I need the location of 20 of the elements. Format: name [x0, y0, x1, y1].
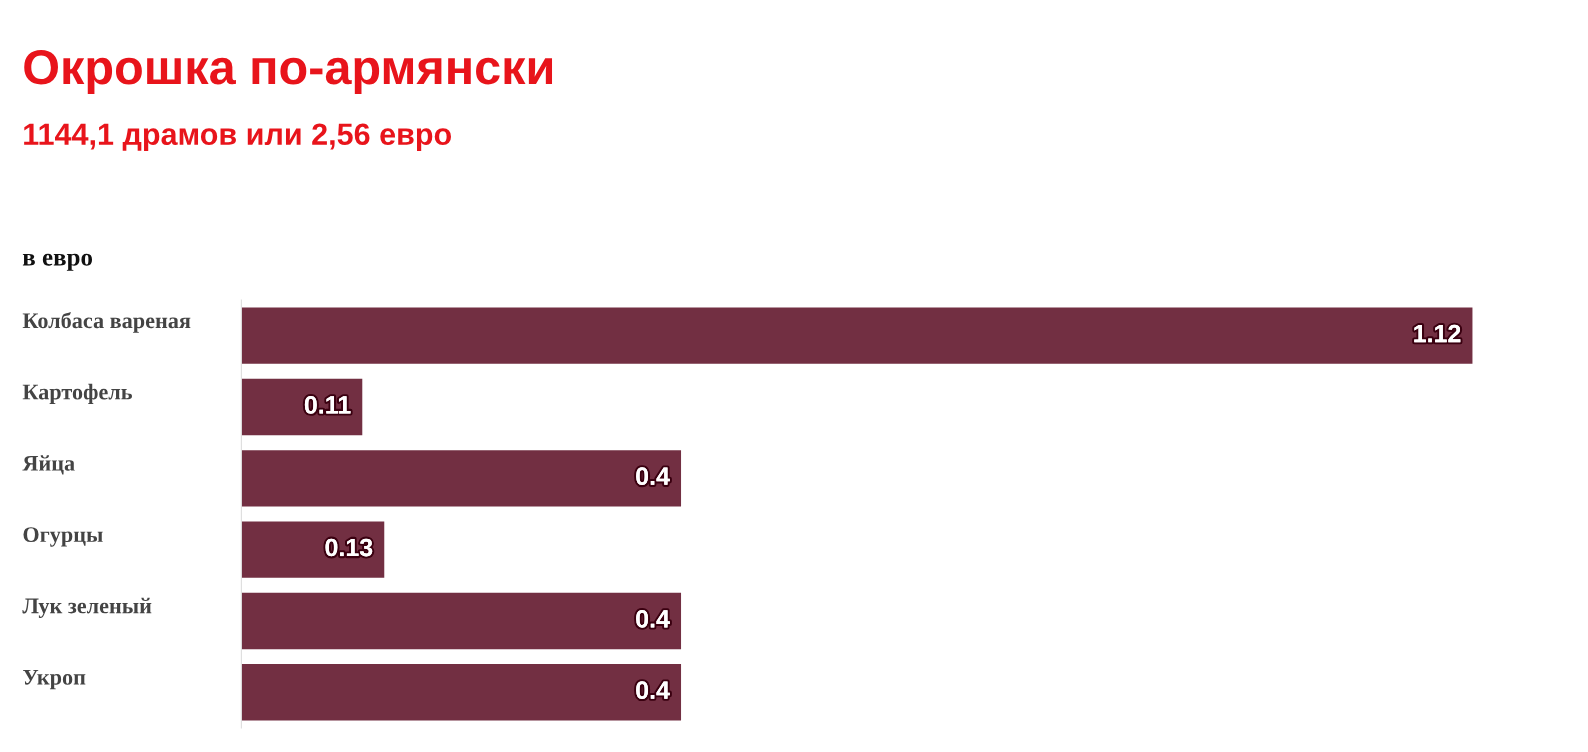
- data-label: 0.11: [304, 396, 351, 414]
- bar: [241, 664, 682, 721]
- y-tick-label: Укроп: [23, 669, 86, 690]
- chart-title: Окрошка по-армянски: [24, 50, 553, 95]
- y-tick-label: Яйца: [22, 455, 75, 475]
- data-label: 1.12: [1414, 324, 1461, 343]
- data-label: 0.4: [636, 609, 670, 628]
- y-tick-label: Колбаса вареная: [22, 312, 191, 333]
- y-tick-label: Картофель: [22, 383, 132, 405]
- bar: [241, 307, 1473, 364]
- bar: [241, 450, 682, 507]
- bar: [241, 592, 682, 650]
- data-label: 0.13: [325, 538, 373, 557]
- y-tick-label: Лук зеленый: [22, 597, 152, 618]
- bar: [241, 521, 385, 578]
- data-label: 0.4: [636, 467, 670, 486]
- y-axis-title: в евро: [22, 253, 93, 271]
- data-label: 0.4: [636, 681, 670, 699]
- chart-subtitle: 1144,1 драмов или 2,56 евро: [24, 123, 452, 152]
- y-tick-label: Огурцы: [23, 527, 103, 547]
